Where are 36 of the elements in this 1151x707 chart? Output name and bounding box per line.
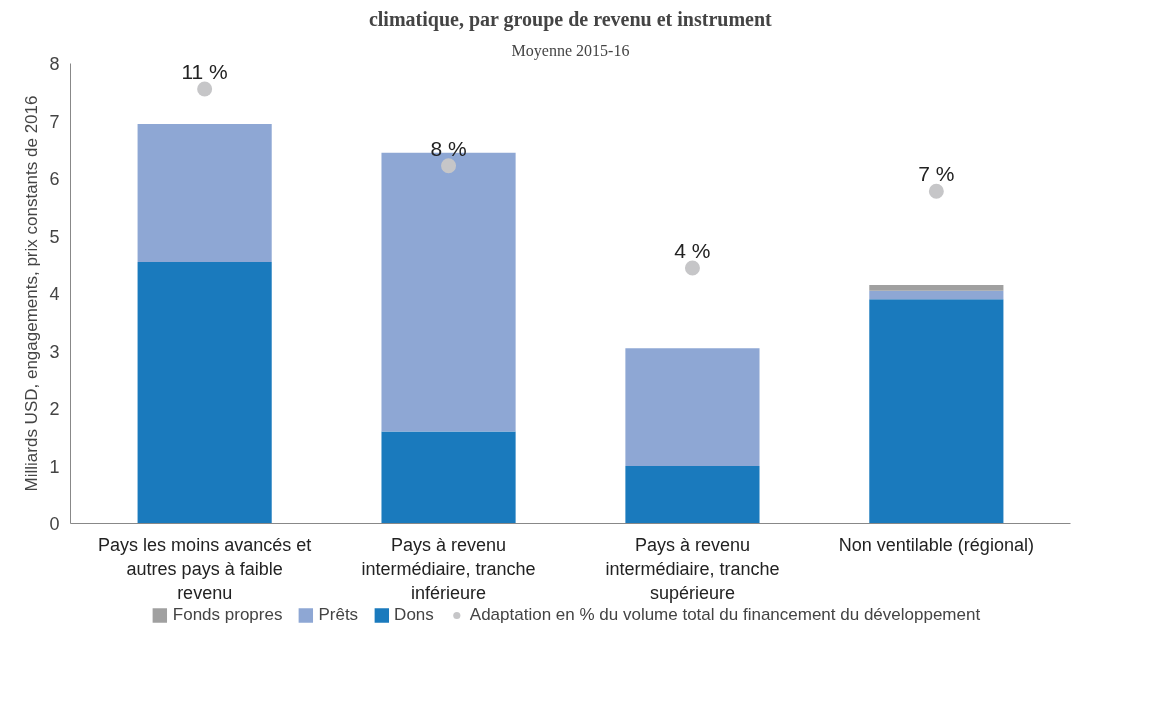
y-tick-label: 7 <box>49 111 60 132</box>
bar <box>137 261 272 524</box>
x-tick-label: Pays les moins avancés et autres pays à faible revenu <box>98 534 312 603</box>
y-tick-label: 3 <box>49 341 60 362</box>
bar <box>869 284 1004 291</box>
legend-label: Adaptation en % du volume total du financement du développement <box>469 605 981 625</box>
chart-subtitle: Moyenne 2015-16 <box>511 41 630 60</box>
point <box>197 81 213 97</box>
bar <box>869 299 1004 524</box>
y-axis-title: Milliards USD, engagements, prix constants de 2016 <box>22 95 42 492</box>
y-tick-label: 6 <box>49 169 60 189</box>
legend-label: Fonds propres <box>172 605 283 625</box>
legend-label: Dons <box>394 605 434 625</box>
y-tick-label: 8 <box>49 54 60 74</box>
bar <box>137 123 272 262</box>
y-tick-label: 2 <box>49 399 60 419</box>
data-label: 8 % <box>430 136 467 160</box>
y-tick-label: 4 <box>49 284 60 304</box>
legend-label: Prêts <box>318 605 359 625</box>
y-tick-label: 1 <box>49 456 60 477</box>
point <box>684 260 700 276</box>
data-label: 7 % <box>918 162 955 186</box>
x-tick-label: Pays à revenu intermédiaire, tranche inférieure <box>361 534 536 603</box>
bar <box>625 466 760 524</box>
x-tick-label: Pays à revenu intermédiaire, tranche supérieure <box>605 534 780 603</box>
y-tick-label: 5 <box>49 226 60 247</box>
point <box>928 183 944 199</box>
bar <box>381 431 516 524</box>
bar <box>869 290 1004 300</box>
point <box>441 158 457 174</box>
chart-title: climatique, par groupe de revenu et instrument <box>368 7 773 31</box>
bar <box>625 348 760 466</box>
data-label: 11 % <box>181 60 228 84</box>
x-tick-label: Non ventilable (régional) <box>838 534 1034 555</box>
y-tick-label: 0 <box>49 514 60 534</box>
data-label: 4 % <box>674 238 711 262</box>
